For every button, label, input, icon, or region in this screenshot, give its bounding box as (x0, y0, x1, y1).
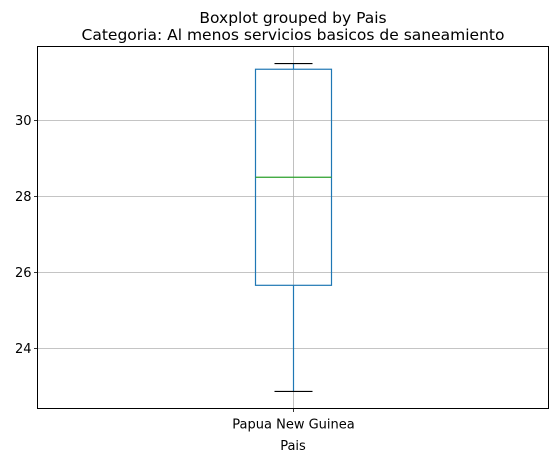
y-tick-label: 24 (15, 342, 32, 357)
figure-suptitle: Boxplot grouped by Pais (199, 9, 386, 27)
x-tick-label: Papua New Guinea (232, 418, 354, 433)
y-tick-label: 26 (15, 266, 32, 281)
axes-title: Categoria: Al menos servicios basicos de… (82, 26, 505, 44)
y-tick-label: 28 (15, 190, 32, 205)
y-tick-label: 30 (15, 114, 32, 129)
tick-layer: 24 26 28 30 Papua New Guinea (15, 114, 355, 433)
x-axis-label: Pais (280, 439, 306, 454)
